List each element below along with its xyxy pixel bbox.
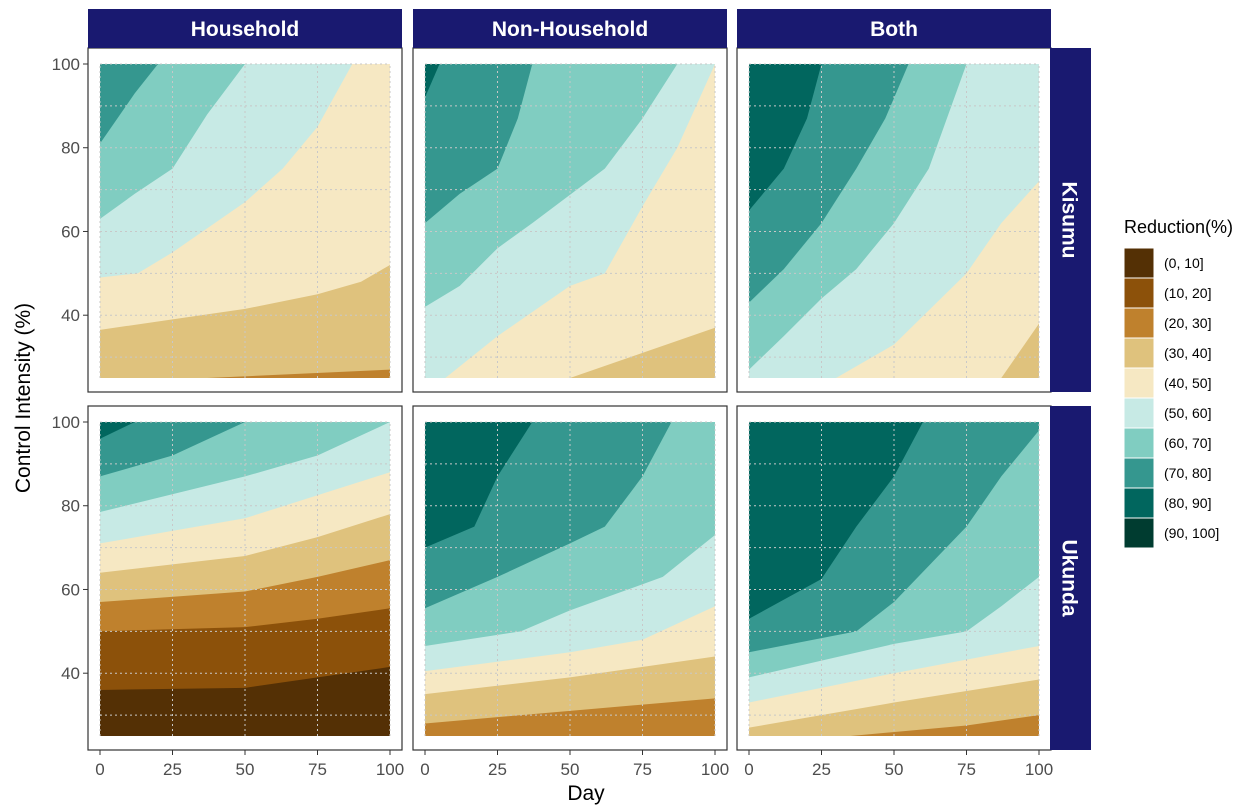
contour-band (749, 64, 822, 211)
row-strip (1050, 406, 1091, 750)
contour-band (425, 64, 533, 224)
panel-kisumu-both (736, 47, 1052, 393)
y-tick-label: 100 (52, 413, 80, 432)
y-tick-label: 60 (61, 580, 80, 599)
y-tick-label: 80 (61, 139, 80, 158)
panel-ukunda-non-household (412, 405, 728, 751)
legend-swatch (1123, 337, 1155, 369)
x-tick-label: 50 (236, 760, 255, 779)
panel-kisumu-non-household (412, 47, 728, 393)
legend-swatch (1123, 247, 1155, 279)
x-tick-label: 50 (561, 760, 580, 779)
y-tick-label: 40 (61, 306, 80, 325)
legend-label: (60, 70] (1164, 435, 1211, 451)
legend-swatch (1123, 427, 1155, 459)
x-tick-label: 0 (744, 760, 753, 779)
legend-swatch (1123, 457, 1155, 489)
legend-label: (40, 50] (1164, 375, 1211, 391)
legend-label: (90, 100] (1164, 525, 1219, 541)
x-tick-label: 75 (957, 760, 976, 779)
legend-swatch (1123, 367, 1155, 399)
panel-kisumu-household (87, 47, 403, 393)
x-tick-label: 100 (1025, 760, 1053, 779)
x-tick-label: 0 (95, 760, 104, 779)
x-tick-label: 75 (633, 760, 652, 779)
y-axis-title: Control Intensity (%) (12, 303, 35, 493)
legend-label: (10, 20] (1164, 285, 1211, 301)
x-axis-title: Day (567, 782, 605, 805)
row-strip-label: Ukunda (1058, 539, 1081, 616)
x-tick-label: 100 (376, 760, 404, 779)
legend-label: (70, 80] (1164, 465, 1211, 481)
contour-band (425, 422, 533, 548)
panel-ukunda-both (736, 405, 1052, 751)
x-tick-label: 75 (308, 760, 327, 779)
legend-swatch (1123, 517, 1155, 549)
legend-swatch (1123, 277, 1155, 309)
row-strip (1050, 48, 1091, 392)
x-tick-label: 100 (701, 760, 729, 779)
y-tick-label: 60 (61, 222, 80, 241)
y-tick-label: 40 (61, 664, 80, 683)
x-tick-label: 25 (488, 760, 507, 779)
column-strip-label: Both (870, 18, 918, 41)
column-strip (413, 9, 727, 48)
column-strip (737, 9, 1051, 48)
contour-band (749, 422, 923, 619)
column-strip-label: Non-Household (492, 18, 648, 41)
legend-label: (50, 60] (1164, 405, 1211, 421)
x-tick-label: 25 (812, 760, 831, 779)
legend-label: (80, 90] (1164, 495, 1211, 511)
panels-layer (87, 47, 1052, 751)
x-tick-label: 0 (420, 760, 429, 779)
panel-ukunda-household (87, 405, 403, 751)
legend-label: (0, 10] (1164, 255, 1204, 271)
contour-band (425, 64, 440, 98)
x-tick-label: 25 (163, 760, 182, 779)
column-strip (88, 9, 402, 48)
y-tick-label: 80 (61, 497, 80, 516)
legend-label: (30, 40] (1164, 345, 1211, 361)
row-strip-label: Kisumu (1058, 181, 1081, 258)
legend-title: Reduction(%) (1124, 217, 1233, 237)
y-tick-label: 100 (52, 55, 80, 74)
axes-layer: 40 60 80 100 0 25 50 75 100 40 60 80 100 0 25 50 75 100 0 2… (52, 55, 1054, 779)
legend-label: (20, 30] (1164, 315, 1211, 331)
strips-layer: Household Non-Household Both Kisumu Ukunda (88, 9, 1091, 750)
contour-band (100, 64, 158, 144)
legend: Reduction(%) (0, 10] (10, 20] (20, 30] (30, … (1123, 217, 1233, 549)
legend-swatch (1123, 487, 1155, 519)
column-strip-label: Household (191, 18, 300, 41)
contour-band (100, 422, 135, 439)
x-tick-label: 50 (885, 760, 904, 779)
legend-swatch (1123, 397, 1155, 429)
legend-swatch (1123, 307, 1155, 339)
